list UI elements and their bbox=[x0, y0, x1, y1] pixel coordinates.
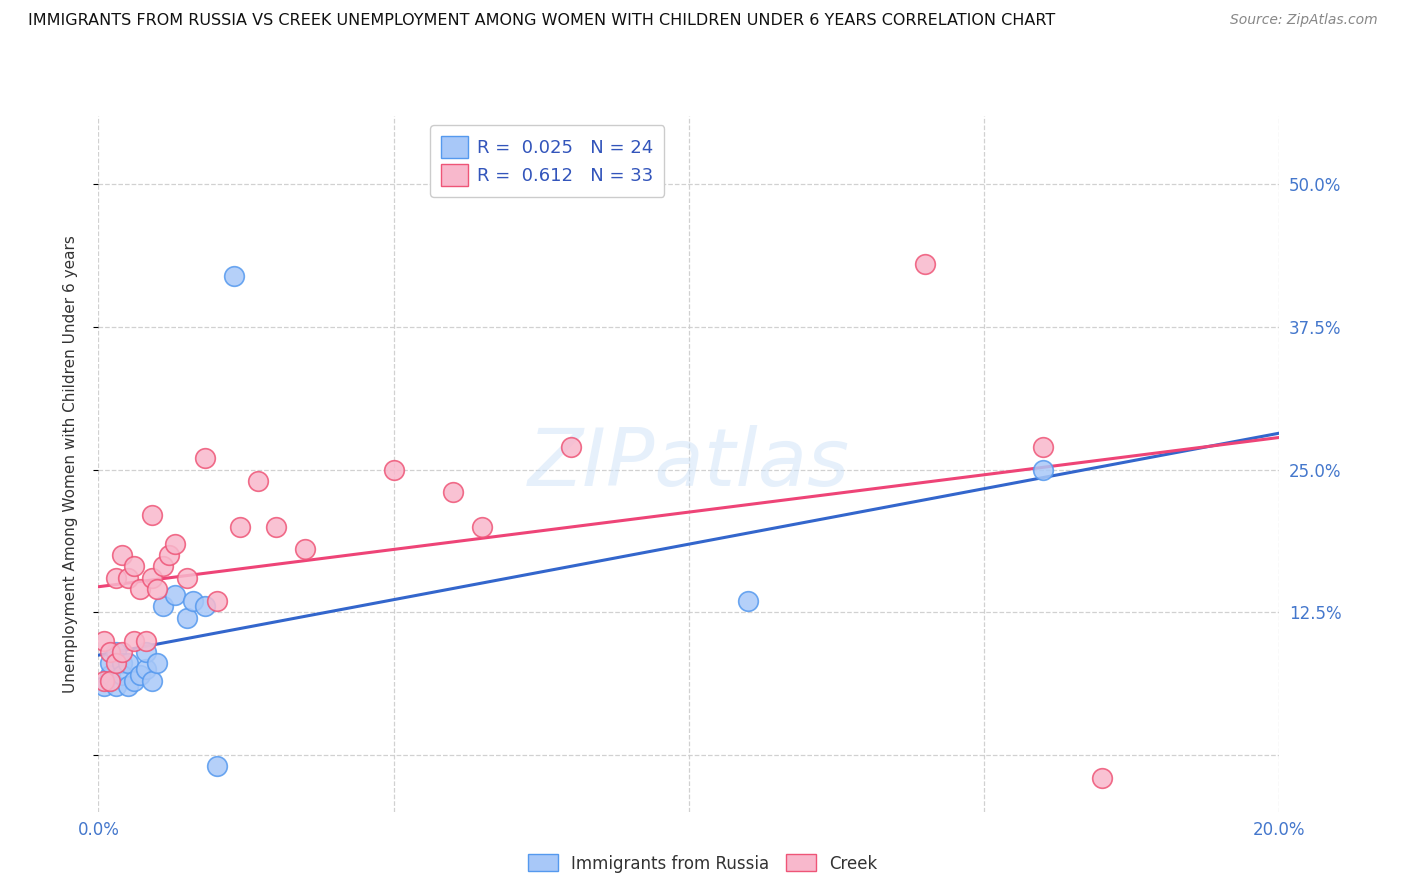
Point bbox=[152, 599, 174, 614]
Point bbox=[111, 645, 134, 659]
Point bbox=[294, 542, 316, 557]
Point bbox=[117, 657, 139, 671]
Point bbox=[229, 519, 252, 533]
Legend: R =  0.025   N = 24, R =  0.612   N = 33: R = 0.025 N = 24, R = 0.612 N = 33 bbox=[430, 125, 664, 197]
Point bbox=[176, 571, 198, 585]
Legend: Immigrants from Russia, Creek: Immigrants from Russia, Creek bbox=[522, 847, 884, 880]
Point bbox=[1032, 440, 1054, 454]
Point bbox=[471, 519, 494, 533]
Point bbox=[264, 519, 287, 533]
Point bbox=[737, 593, 759, 607]
Text: Source: ZipAtlas.com: Source: ZipAtlas.com bbox=[1230, 13, 1378, 28]
Point bbox=[246, 474, 269, 488]
Point bbox=[205, 759, 228, 773]
Point bbox=[98, 645, 121, 659]
Point bbox=[135, 662, 157, 676]
Point bbox=[135, 645, 157, 659]
Point bbox=[111, 668, 134, 682]
Point bbox=[205, 593, 228, 607]
Text: ZIPatlas: ZIPatlas bbox=[527, 425, 851, 503]
Point bbox=[157, 548, 180, 562]
Point bbox=[194, 599, 217, 614]
Point bbox=[122, 559, 145, 574]
Point bbox=[111, 548, 134, 562]
Point bbox=[128, 582, 150, 597]
Point bbox=[141, 508, 163, 523]
Point bbox=[105, 571, 128, 585]
Point bbox=[93, 633, 115, 648]
Point bbox=[224, 268, 246, 283]
Point bbox=[382, 462, 405, 476]
Point bbox=[122, 673, 145, 688]
Point bbox=[93, 679, 115, 693]
Point bbox=[98, 657, 121, 671]
Point bbox=[117, 571, 139, 585]
Point bbox=[93, 673, 115, 688]
Point bbox=[176, 611, 198, 625]
Point bbox=[152, 559, 174, 574]
Point bbox=[128, 668, 150, 682]
Point bbox=[135, 633, 157, 648]
Point bbox=[165, 537, 187, 551]
Point bbox=[165, 588, 187, 602]
Point bbox=[105, 657, 128, 671]
Point bbox=[105, 679, 128, 693]
Point bbox=[146, 582, 169, 597]
Text: IMMIGRANTS FROM RUSSIA VS CREEK UNEMPLOYMENT AMONG WOMEN WITH CHILDREN UNDER 6 Y: IMMIGRANTS FROM RUSSIA VS CREEK UNEMPLOY… bbox=[28, 13, 1056, 29]
Y-axis label: Unemployment Among Women with Children Under 6 years: Unemployment Among Women with Children U… bbox=[63, 235, 77, 693]
Point bbox=[111, 657, 134, 671]
Point bbox=[98, 668, 121, 682]
Point bbox=[122, 633, 145, 648]
Point bbox=[1091, 771, 1114, 785]
Point bbox=[441, 485, 464, 500]
Point bbox=[141, 571, 163, 585]
Point bbox=[560, 440, 582, 454]
Point bbox=[181, 593, 204, 607]
Point bbox=[194, 451, 217, 466]
Point bbox=[98, 673, 121, 688]
Point bbox=[117, 679, 139, 693]
Point bbox=[105, 645, 128, 659]
Point bbox=[914, 257, 936, 271]
Point bbox=[146, 657, 169, 671]
Point bbox=[1032, 462, 1054, 476]
Point bbox=[141, 673, 163, 688]
